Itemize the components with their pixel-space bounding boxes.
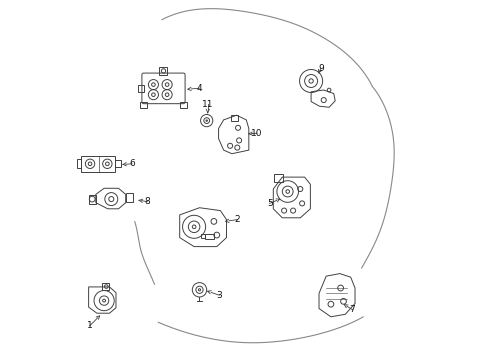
Bar <box>140 102 147 108</box>
Bar <box>138 85 143 92</box>
Text: 9: 9 <box>317 64 323 73</box>
Bar <box>230 115 238 121</box>
Text: 8: 8 <box>144 197 150 206</box>
Text: 11: 11 <box>202 100 213 109</box>
Bar <box>274 174 283 182</box>
Text: 6: 6 <box>129 159 135 168</box>
Bar <box>125 193 133 202</box>
Text: 3: 3 <box>216 291 222 300</box>
Bar <box>88 195 96 204</box>
Bar <box>77 159 81 168</box>
Bar <box>201 234 204 238</box>
Bar <box>102 283 108 290</box>
Text: 10: 10 <box>251 129 263 138</box>
Text: 7: 7 <box>349 305 355 314</box>
Bar <box>179 102 186 108</box>
Bar <box>114 160 121 167</box>
Bar <box>204 234 213 239</box>
Text: 2: 2 <box>234 215 240 224</box>
Bar <box>81 156 114 172</box>
Bar <box>159 67 167 75</box>
Text: 4: 4 <box>196 84 202 93</box>
Text: 1: 1 <box>87 321 92 330</box>
Text: 5: 5 <box>266 199 272 208</box>
